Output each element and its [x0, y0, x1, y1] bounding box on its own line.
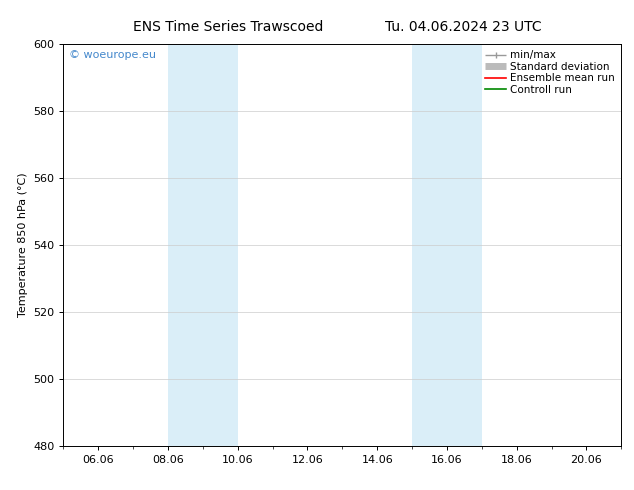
Bar — [168, 44, 238, 446]
Y-axis label: Temperature 850 hPa (°C): Temperature 850 hPa (°C) — [18, 172, 27, 318]
Text: ENS Time Series Trawscoed: ENS Time Series Trawscoed — [133, 20, 323, 34]
Legend: min/max, Standard deviation, Ensemble mean run, Controll run: min/max, Standard deviation, Ensemble me… — [484, 49, 616, 96]
Bar — [412, 44, 482, 446]
Text: Tu. 04.06.2024 23 UTC: Tu. 04.06.2024 23 UTC — [384, 20, 541, 34]
Text: © woeurope.eu: © woeurope.eu — [69, 50, 156, 60]
